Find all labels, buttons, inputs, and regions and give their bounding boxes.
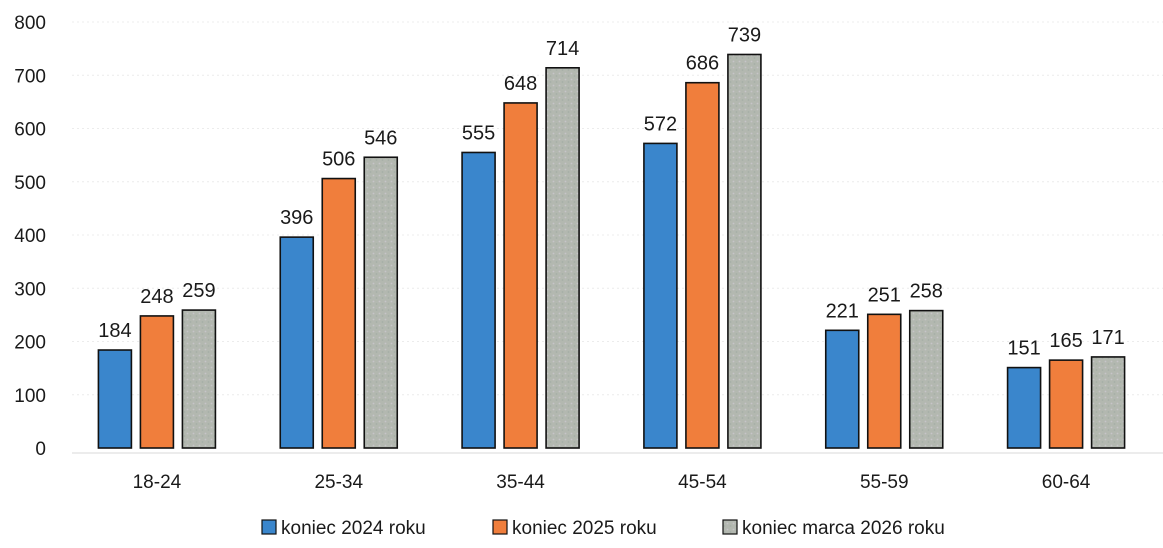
bar-koniec-marca-2026-roku-18-24 xyxy=(181,309,217,449)
bar-koniec-marca-2026-roku-45-54 xyxy=(727,53,762,449)
data-label: 259 xyxy=(182,280,215,302)
bar-koniec-2024-roku-35-44 xyxy=(461,151,496,449)
y-tick-label: 0 xyxy=(35,439,46,460)
bar-koniec-2024-roku-45-54 xyxy=(643,142,678,449)
x-tick-label: 35-44 xyxy=(496,472,545,493)
y-tick-label: 800 xyxy=(14,13,46,34)
bar-koniec-marca-2026-roku-35-44 xyxy=(545,66,580,449)
data-label: 221 xyxy=(826,300,859,322)
bar-koniec-2024-roku-25-34 xyxy=(279,236,315,449)
data-label: 739 xyxy=(728,24,761,46)
legend-swatch xyxy=(722,519,738,535)
y-tick-label: 600 xyxy=(14,120,46,141)
data-label: 572 xyxy=(644,113,677,135)
data-label: 258 xyxy=(910,281,943,303)
legend: koniec 2024 roku koniec 2025 roku koniec m… xyxy=(261,518,945,539)
legend-label: koniec 2025 roku xyxy=(512,518,657,539)
y-tick-label: 200 xyxy=(14,333,46,354)
data-labels: 184 248 259 396 506 546 555 648 714 572 686 739 221 2… xyxy=(98,24,1125,359)
y-tick-label: 700 xyxy=(14,66,46,87)
gridlines xyxy=(72,21,1163,396)
legend-label: koniec marca 2026 roku xyxy=(742,518,945,539)
y-tick-label: 100 xyxy=(14,386,46,407)
data-label: 171 xyxy=(1091,327,1124,349)
y-tick-label: 400 xyxy=(14,226,46,247)
data-label: 546 xyxy=(364,127,397,149)
data-label: 248 xyxy=(140,286,173,308)
y-axis: 0 100 200 300 400 500 600 700 800 xyxy=(14,13,46,460)
data-label: 648 xyxy=(504,73,537,95)
x-tick-label: 60-64 xyxy=(1042,472,1091,493)
legend-swatch xyxy=(261,519,277,535)
x-tick-label: 18-24 xyxy=(133,472,182,493)
legend-swatch xyxy=(492,519,508,535)
bar-koniec-2025-roku-35-44 xyxy=(503,102,538,449)
bar-koniec-2025-roku-45-54 xyxy=(685,81,720,449)
bar-koniec-2024-roku-55-59 xyxy=(824,329,860,449)
bar-koniec-marca-2026-roku-60-64 xyxy=(1090,356,1126,449)
bar-koniec-2024-roku-18-24 xyxy=(97,349,133,449)
y-tick-label: 300 xyxy=(14,279,46,300)
data-label: 396 xyxy=(280,207,313,229)
legend-label: koniec 2024 roku xyxy=(281,518,426,539)
x-tick-label: 45-54 xyxy=(678,472,727,493)
y-tick-label: 500 xyxy=(14,173,46,194)
bar-koniec-2025-roku-60-64 xyxy=(1048,359,1084,449)
data-label: 184 xyxy=(98,320,131,342)
x-tick-label: 55-59 xyxy=(860,472,909,493)
bar-koniec-2025-roku-25-34 xyxy=(321,177,357,449)
data-label: 714 xyxy=(546,38,579,60)
bar-koniec-marca-2026-roku-55-59 xyxy=(908,309,944,449)
data-label: 151 xyxy=(1007,338,1040,360)
x-axis: 18-24 25-34 35-44 45-54 55-59 60-64 xyxy=(72,452,1163,493)
bar-koniec-2025-roku-55-59 xyxy=(866,313,902,449)
bar-koniec-2025-roku-18-24 xyxy=(139,315,175,449)
data-label: 506 xyxy=(322,149,355,171)
x-tick-label: 25-34 xyxy=(314,472,363,493)
data-label: 251 xyxy=(868,284,901,306)
data-label: 165 xyxy=(1049,330,1082,352)
data-label: 555 xyxy=(462,122,495,144)
bar-koniec-2024-roku-60-64 xyxy=(1006,366,1042,449)
data-label: 686 xyxy=(686,53,719,75)
bars xyxy=(97,53,1126,449)
bar-koniec-marca-2026-roku-25-34 xyxy=(363,156,399,449)
